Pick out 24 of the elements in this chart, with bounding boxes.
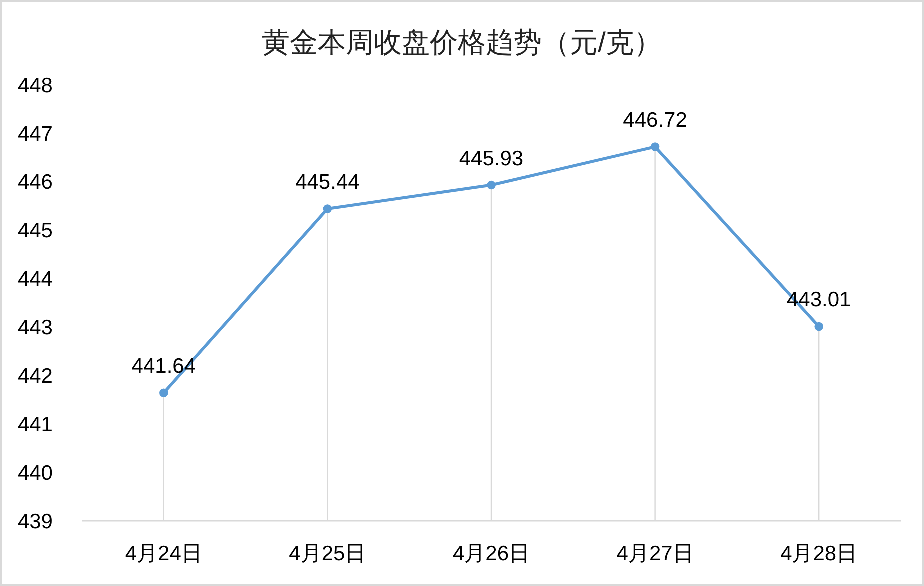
y-tick-label: 445 xyxy=(18,220,53,243)
point xyxy=(487,180,496,190)
data-label: 446.72 xyxy=(623,109,688,132)
point xyxy=(650,142,660,152)
x-tick-label: 4月25日 xyxy=(289,542,366,566)
y-tick-label: 448 xyxy=(18,74,53,98)
x-tick-label: 4月28日 xyxy=(780,542,858,566)
x-tick-label: 4月27日 xyxy=(616,542,694,566)
x-tick-label: 4月24日 xyxy=(125,542,202,566)
y-tick-label: 444 xyxy=(18,268,54,292)
y-tick-label: 440 xyxy=(18,462,53,485)
y-tick-label: 441 xyxy=(18,413,53,436)
y-tick-label: 439 xyxy=(18,510,53,534)
y-tick-label: 446 xyxy=(18,171,53,194)
y-tick-label: 447 xyxy=(18,122,53,146)
data-label: 445.93 xyxy=(459,147,524,170)
chart-title: 黄金本周收盘价格趋势（元/克） xyxy=(262,27,662,58)
x-tick-label: 4月26日 xyxy=(452,542,530,566)
y-tick-label: 443 xyxy=(18,316,53,340)
data-label: 445.44 xyxy=(296,171,360,194)
y-tick-label: 442 xyxy=(18,365,53,388)
point xyxy=(323,204,332,214)
point xyxy=(814,322,824,332)
point xyxy=(160,388,168,398)
